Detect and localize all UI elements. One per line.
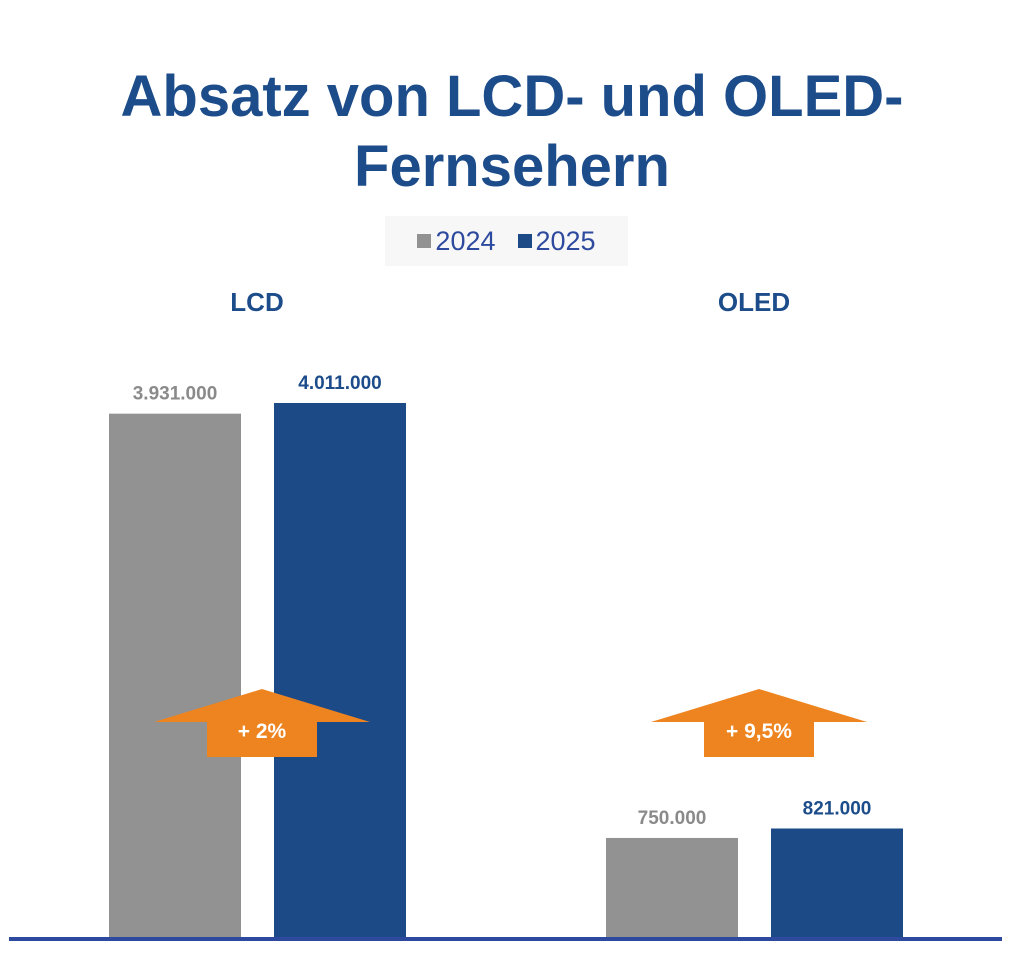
x-axis-baseline — [9, 937, 1002, 941]
change-label-lcd: + 2% — [238, 720, 287, 743]
bar-oled-2025 — [771, 828, 903, 938]
chart-title: Absatz von LCD- und OLED- Fernsehern — [0, 62, 1024, 202]
category-label-oled: OLED — [718, 287, 790, 317]
change-arrow-lcd — [154, 689, 370, 757]
chart-title-line-2: Fernsehern — [354, 134, 670, 199]
category-label-lcd: LCD — [230, 287, 283, 317]
bar-oled-2024 — [606, 837, 738, 938]
chart-legend: 2024 2025 — [385, 216, 628, 266]
data-label-lcd-2024: 3.931.000 — [133, 384, 218, 405]
change-label-oled: + 9,5% — [726, 720, 792, 743]
data-label-lcd-2025: 4.011.000 — [298, 373, 381, 394]
legend-swatch-2025 — [517, 234, 532, 248]
bar-lcd-2025 — [274, 403, 406, 938]
data-label-oled-2024: 750.000 — [638, 808, 707, 829]
legend-item-2024: 2024 — [417, 225, 496, 257]
legend-item-2025: 2025 — [517, 225, 596, 257]
legend-swatch-2024 — [417, 234, 432, 248]
legend-label-2025: 2025 — [535, 225, 596, 256]
chart-title-line-1: Absatz von LCD- und OLED- — [120, 64, 904, 129]
change-arrow-oled — [651, 689, 867, 757]
legend-label-2024: 2024 — [435, 225, 496, 256]
data-label-oled-2025: 821.000 — [803, 798, 872, 819]
bar-lcd-2024 — [109, 413, 241, 938]
